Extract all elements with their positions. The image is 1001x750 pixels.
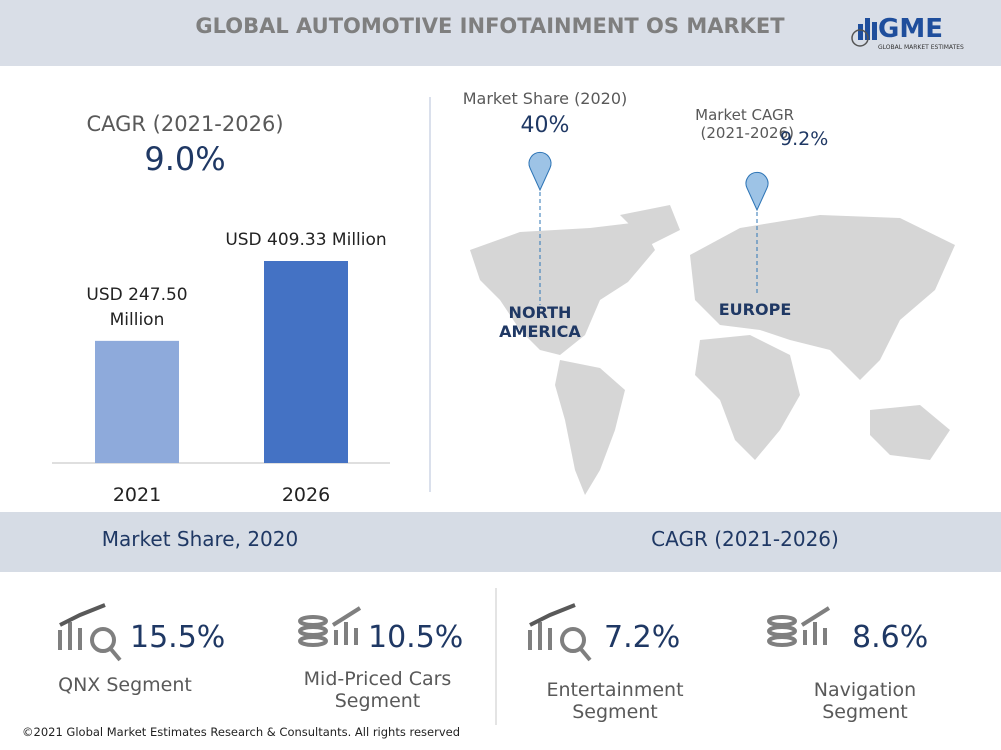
item-label: Entertainment Segment [546,679,684,723]
item-value: 7.2% [604,620,681,655]
section-title: Market Share, 2020 [101,527,299,551]
map-pins [528,151,769,305]
header-band [0,0,1001,66]
logo-icon [851,18,877,47]
world-map [470,205,955,495]
item-label: Mid-Priced Cars Segment [303,668,452,712]
item-value: 10.5% [368,620,464,655]
pin-label: Market Share (2020) [462,89,628,108]
value-label: USD 409.33 Million [225,230,387,250]
item-value: 8.6% [852,620,929,655]
region-label: EUROPE [718,300,792,319]
icons [58,603,831,662]
logo-subtitle: GLOBAL MARKET ESTIMATES [878,44,964,51]
x-tick-label: 2021 [112,484,162,506]
title: GLOBAL AUTOMOTIVE INFOTAINMENT OS MARKET [195,14,785,38]
logo: GME [878,14,943,44]
value-label: USD 247.50 Million [86,284,188,330]
pin-value: 9.2% [780,128,829,150]
region-label: NORTH AMERICA [499,303,581,341]
pin-label: Market CAGR (2021-2026) [695,106,794,142]
cagr-value: 9.0% [144,140,226,178]
x-tick-label: 2026 [281,484,331,506]
footer: ©2021 Global Market Estimates Research &… [22,725,461,739]
item-label: QNX Segment [58,674,192,696]
pin-value: 40% [520,113,570,138]
section-band [0,512,1001,572]
section-title: CAGR (2021-2026) [651,527,839,551]
item-label: Navigation Segment [813,679,917,723]
bar [264,261,348,463]
item-value: 15.5% [130,620,226,655]
bar [95,340,179,463]
cagr-label: CAGR (2021-2026) [86,112,284,136]
